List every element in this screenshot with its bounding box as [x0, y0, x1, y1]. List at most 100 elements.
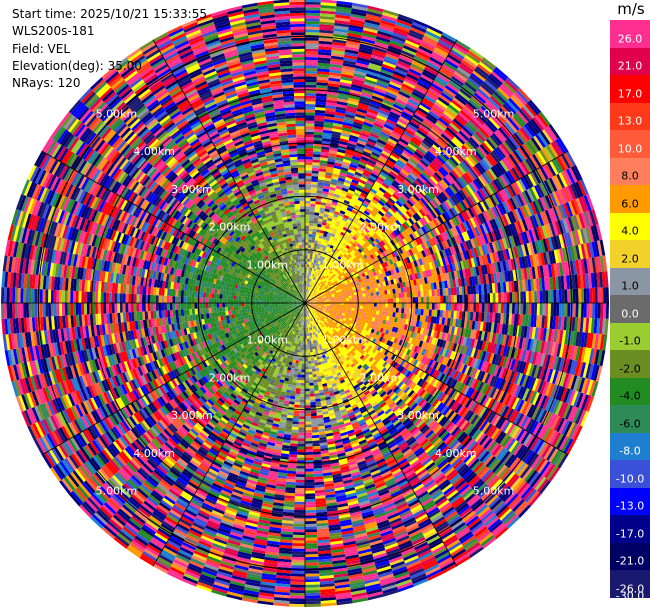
velocity-gate [322, 233, 328, 238]
velocity-gate [310, 200, 316, 205]
velocity-gate [330, 204, 337, 209]
velocity-gate [321, 262, 326, 267]
velocity-gate [354, 189, 362, 195]
velocity-gate [463, 57, 478, 69]
velocity-gate [466, 52, 481, 64]
velocity-gate [305, 123, 315, 127]
velocity-gate [362, 306, 366, 310]
velocity-gate [317, 285, 320, 289]
velocity-gate [306, 267, 309, 270]
velocity-gate [314, 212, 320, 216]
velocity-gate [322, 236, 327, 240]
velocity-gate [306, 292, 308, 295]
velocity-gate [354, 116, 365, 122]
velocity-gate [430, 128, 441, 138]
velocity-gate [450, 49, 465, 60]
velocity-gate [315, 104, 326, 108]
velocity-gate [305, 117, 315, 121]
velocity-gate [422, 69, 437, 78]
velocity-gate [328, 152, 337, 157]
velocity-gate [345, 296, 349, 299]
velocity-gate [353, 73, 366, 79]
velocity-gate [340, 73, 354, 79]
velocity-gate [331, 131, 342, 136]
velocity-gate [392, 166, 401, 174]
velocity-gate [423, 117, 435, 127]
velocity-gate [352, 124, 363, 130]
velocity-gate [429, 56, 444, 67]
velocity-gate [358, 48, 373, 55]
velocity-gate [482, 57, 497, 69]
velocity-gate [344, 197, 352, 202]
velocity-gate [363, 169, 372, 175]
velocity-gate [399, 137, 409, 146]
velocity-gate [305, 250, 308, 254]
velocity-gate [309, 290, 312, 294]
velocity-gate [305, 26, 320, 30]
velocity-gate [312, 228, 317, 232]
velocity-gate [336, 101, 348, 106]
velocity-gate [337, 215, 344, 220]
velocity-gate [417, 290, 421, 298]
velocity-gate [305, 62, 318, 66]
velocity-gate [379, 71, 393, 79]
velocity-gate [387, 116, 398, 124]
velocity-gate [451, 303, 455, 311]
velocity-gate [335, 106, 347, 112]
velocity-gate [359, 132, 370, 138]
velocity-gate [362, 230, 368, 236]
velocity-gate [315, 234, 320, 239]
velocity-gate [452, 44, 468, 55]
velocity-gate [361, 202, 369, 208]
velocity-gate [375, 38, 390, 46]
velocity-gate [451, 99, 464, 110]
velocity-gate [320, 253, 324, 257]
velocity-gate [407, 297, 410, 303]
velocity-gate [305, 220, 310, 223]
velocity-gate [406, 308, 410, 314]
velocity-gate [410, 26, 426, 36]
velocity-gate [331, 52, 345, 58]
velocity-gate [428, 87, 441, 97]
velocity-gate [406, 37, 421, 46]
velocity-gate [376, 114, 388, 122]
velocity-gate [443, 295, 446, 303]
velocity-gate [343, 119, 354, 125]
velocity-gate [376, 138, 387, 146]
velocity-gate [348, 214, 355, 220]
velocity-gate [358, 161, 367, 167]
velocity-gate [324, 239, 329, 244]
velocity-gate [351, 209, 358, 215]
velocity-gate [415, 109, 427, 118]
velocity-gate [321, 275, 325, 279]
velocity-gate [305, 137, 314, 141]
velocity-gate [359, 97, 371, 104]
velocity-gate [335, 14, 351, 20]
velocity-gate [318, 173, 326, 178]
velocity-gate [332, 196, 340, 201]
velocity-gate [345, 43, 360, 49]
velocity-gate [316, 246, 320, 250]
velocity-gate [305, 242, 309, 245]
velocity-gate [350, 231, 356, 236]
velocity-gate [398, 297, 402, 303]
velocity-gate [567, 303, 571, 317]
velocity-gate [406, 101, 419, 110]
velocity-gate [331, 44, 346, 50]
velocity-gate [338, 197, 345, 203]
velocity-gate [360, 300, 363, 303]
velocity-gate [418, 104, 430, 113]
velocity-gate [412, 297, 416, 303]
velocity-gate [385, 118, 397, 126]
velocity-gate [397, 173, 406, 181]
velocity-gate [412, 153, 422, 162]
velocity-gate [323, 213, 329, 218]
velocity-gate [339, 210, 346, 215]
velocity-gate [331, 230, 337, 235]
velocity-gate [349, 163, 358, 169]
velocity-gate [382, 294, 385, 299]
velocity-gate [375, 84, 388, 92]
velocity-gate [318, 279, 322, 283]
velocity-gate [417, 146, 427, 155]
velocity-gate [310, 245, 315, 249]
